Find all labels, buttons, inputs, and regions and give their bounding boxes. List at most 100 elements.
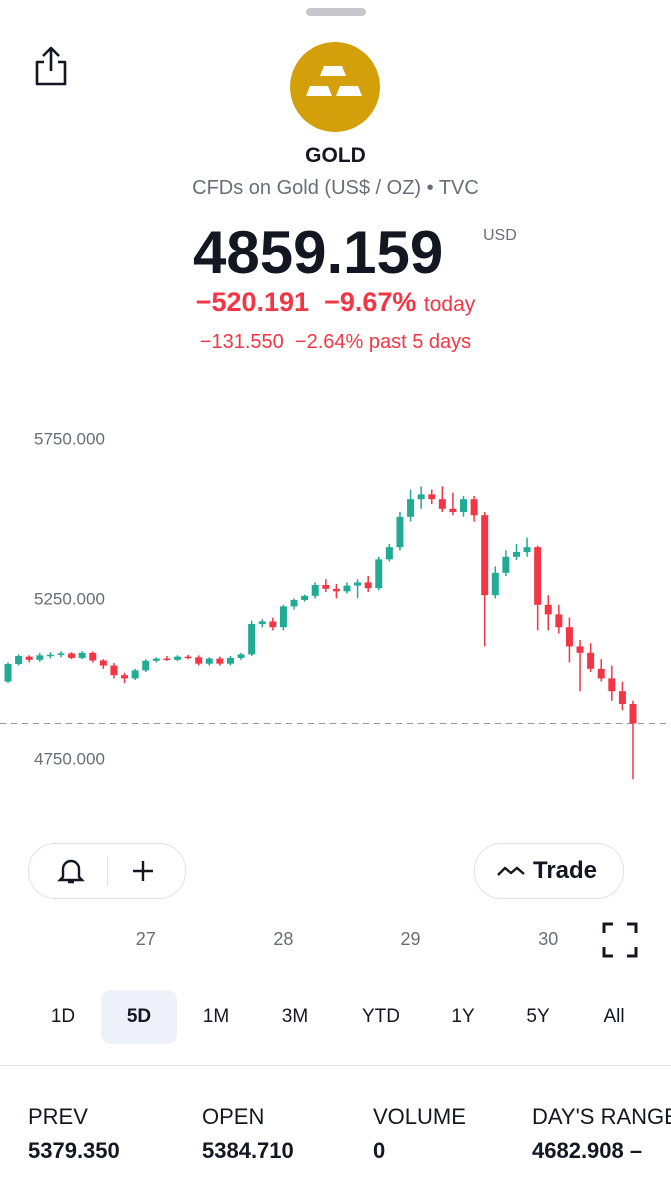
- candle-body: [68, 653, 76, 658]
- candle-body: [301, 595, 309, 600]
- label: today: [423, 293, 476, 316]
- currency: USD: [483, 227, 517, 244]
- candle-body: [332, 588, 340, 592]
- candle-body: [25, 656, 33, 660]
- y-tick-label: 4750.000: [34, 749, 105, 768]
- range-tab[interactable]: YTD: [362, 1006, 400, 1027]
- candle-body: [173, 656, 181, 660]
- range-tab[interactable]: 5D: [101, 990, 177, 1044]
- range-tab[interactable]: 1Y: [451, 1006, 475, 1027]
- candle-body: [195, 657, 203, 664]
- candle-body: [237, 654, 245, 658]
- candle-body: [502, 556, 510, 573]
- y-tick-label: 5250.000: [34, 589, 105, 608]
- alert-button[interactable]: [55, 856, 87, 886]
- range-tab[interactable]: All: [603, 1006, 625, 1027]
- stat: PREV 5379.350: [28, 1104, 208, 1164]
- fullscreen-button[interactable]: [602, 922, 638, 958]
- range-tab[interactable]: 5Y: [526, 1006, 550, 1027]
- candle-body: [565, 627, 573, 647]
- candle-body: [491, 572, 499, 596]
- candle-body: [121, 675, 129, 679]
- candle-body: [385, 547, 393, 560]
- candle-body: [597, 668, 605, 679]
- change-today: −520.191 −9.67% today: [0, 287, 671, 318]
- candle-body: [142, 660, 150, 671]
- candle-body: [407, 499, 415, 517]
- candle-body: [131, 670, 139, 679]
- share-button[interactable]: [32, 45, 70, 87]
- candle-body: [184, 656, 192, 659]
- stat-label: OPEN: [202, 1104, 265, 1129]
- range-tab[interactable]: 3M: [281, 1006, 309, 1027]
- candle-body: [258, 621, 266, 624]
- alert-add-group: [28, 843, 186, 899]
- candle-body: [428, 494, 436, 500]
- trade-label: Trade: [533, 857, 598, 884]
- candle-body: [290, 600, 298, 607]
- stat-label: DAY'S RANGE: [532, 1104, 671, 1129]
- candle-body: [555, 614, 563, 628]
- candle-body: [311, 584, 319, 596]
- candle-body: [57, 653, 65, 655]
- candle-body: [481, 515, 489, 596]
- logo: [290, 42, 380, 132]
- candle-body: [396, 516, 404, 548]
- trade-button[interactable]: Trade: [474, 843, 624, 899]
- candle-body: [417, 494, 425, 500]
- candle-body: [216, 658, 224, 664]
- candle-body: [449, 508, 457, 512]
- y-tick-label: 5750.000: [34, 429, 105, 448]
- change-pct: −2.64%: [294, 331, 364, 353]
- stat-value: 4682.908 –: [532, 1138, 643, 1163]
- candle-body: [618, 691, 626, 704]
- candle-body: [608, 678, 616, 692]
- price: 4859.159: [193, 219, 444, 286]
- range-tab[interactable]: 1D: [50, 1006, 76, 1027]
- candle-body: [36, 655, 44, 660]
- candle-body: [629, 704, 637, 724]
- candle-body: [354, 582, 362, 586]
- candle-body: [322, 584, 330, 589]
- change-pct: −9.67%: [324, 287, 417, 317]
- candle-body: [544, 604, 552, 615]
- candle-body: [279, 606, 287, 628]
- symbol: GOLD: [305, 144, 366, 167]
- candle-body: [523, 547, 531, 552]
- candle-body: [110, 665, 118, 676]
- x-tick-label: 27: [135, 929, 156, 949]
- change-5d: −131.550 −2.64% past 5 days: [0, 331, 671, 354]
- divider: [107, 856, 108, 886]
- chart: 5750.000 5250.000 4750.000: [0, 429, 671, 780]
- stat-label: VOLUME: [373, 1104, 466, 1129]
- x-tick-label: 30: [538, 929, 559, 949]
- candle-body: [343, 585, 351, 592]
- stat-value: 0: [373, 1138, 386, 1163]
- stat-label: PREV: [28, 1104, 88, 1129]
- subtitle: CFDs on Gold (US$ / OZ) • TVC: [192, 177, 479, 199]
- trade-icon: [497, 866, 525, 876]
- candle-body: [438, 499, 446, 509]
- add-button[interactable]: [131, 859, 155, 883]
- candle-body: [587, 652, 595, 669]
- x-tick-label: 29: [400, 929, 421, 949]
- range-tab[interactable]: 1M: [202, 1006, 230, 1027]
- handle[interactable]: [306, 8, 366, 16]
- candle-body: [364, 582, 372, 589]
- candle-body: [205, 658, 213, 664]
- candle-body: [470, 499, 478, 516]
- candle-body: [269, 621, 277, 628]
- stat: OPEN 5384.710: [202, 1104, 382, 1164]
- stat-value: 5379.350: [28, 1138, 120, 1163]
- candle-body: [99, 660, 107, 666]
- candle-body: [375, 559, 383, 589]
- candle-body: [534, 547, 542, 605]
- candle-body: [89, 652, 97, 661]
- label: past 5 days: [368, 331, 472, 353]
- candle-body: [78, 652, 86, 658]
- candle-body: [46, 654, 54, 657]
- candle-body: [226, 657, 234, 664]
- stat-value: 5384.710: [202, 1138, 294, 1163]
- candle-body: [248, 624, 256, 655]
